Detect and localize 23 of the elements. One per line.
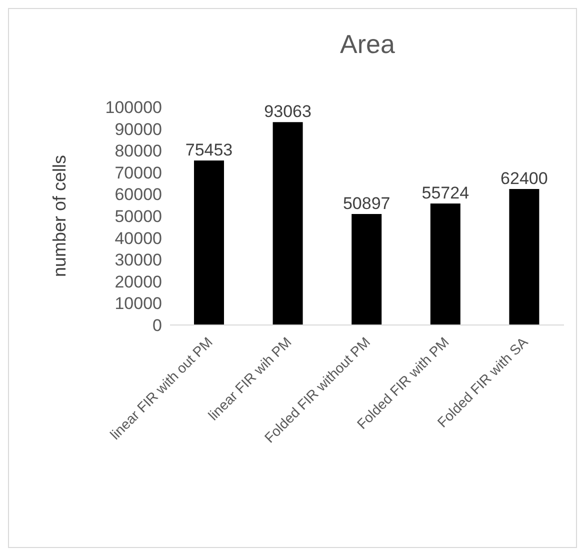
data-label: 93063 (264, 102, 312, 122)
bar (352, 214, 382, 325)
bar (194, 160, 224, 325)
y-tick-label: 90000 (114, 120, 162, 139)
y-tick-label: 80000 (114, 142, 162, 161)
y-tick-label: 10000 (114, 294, 162, 314)
data-label: 75453 (185, 140, 233, 160)
bar (509, 188, 540, 325)
chart-title: Area (339, 29, 396, 60)
y-tick-label: 0 (152, 316, 162, 336)
data-label: 50897 (342, 194, 390, 214)
y-axis-title: number of cells (49, 154, 70, 278)
data-label: 62400 (500, 168, 548, 188)
y-tick-label: 20000 (114, 272, 162, 292)
y-tick-label: 50000 (114, 207, 162, 226)
y-tick-label: 70000 (114, 163, 162, 182)
y-tick-label: 60000 (114, 185, 162, 204)
bar (430, 204, 460, 325)
y-tick-label: 100000 (105, 98, 162, 118)
bar (272, 122, 303, 325)
y-tick-label: 40000 (114, 228, 162, 248)
y-tick-label: 30000 (114, 250, 162, 270)
data-label: 55724 (422, 184, 470, 203)
